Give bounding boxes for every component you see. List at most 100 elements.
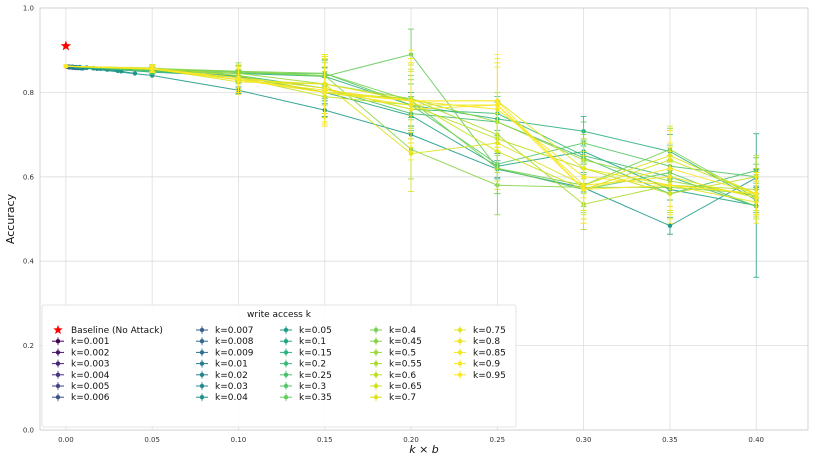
- legend-marker-icon: [373, 395, 379, 400]
- legend-label: k=0.9: [473, 360, 500, 370]
- legend-label: k=0.25: [299, 371, 332, 381]
- data-point: [581, 187, 586, 192]
- legend-label: k=0.007: [215, 326, 254, 336]
- legend-title: write access k: [247, 310, 312, 320]
- legend-entry: k=0.02: [196, 370, 248, 381]
- legend-entry: k=0.8: [454, 337, 500, 347]
- legend-marker-icon: [55, 395, 61, 400]
- legend-marker-icon: [55, 350, 61, 355]
- legend-entry: k=0.01: [196, 359, 248, 370]
- legend-entry: k=0.35: [280, 393, 332, 403]
- legend-entry: k=0.65: [370, 382, 422, 392]
- legend-entry: k=0.75: [454, 326, 506, 336]
- legend-label: k=0.003: [71, 360, 110, 370]
- legend-marker-icon: [283, 372, 289, 377]
- data-point: [667, 223, 673, 228]
- y-axis-title: Accuracy: [4, 193, 17, 244]
- legend-label: k=0.02: [215, 371, 248, 381]
- legend-marker-icon: [283, 395, 289, 400]
- legend-marker-icon: [55, 339, 61, 344]
- x-tick-label: 0.15: [317, 436, 333, 444]
- legend-marker-icon: [283, 383, 289, 389]
- legend-marker-icon: [283, 339, 289, 344]
- legend-entry: Baseline (No Attack): [53, 325, 163, 336]
- x-tick-label: 0.00: [58, 436, 74, 444]
- x-tick-label: 0.30: [576, 436, 592, 444]
- legend-label: k=0.35: [299, 393, 332, 403]
- data-point: [754, 191, 759, 196]
- legend-entry: k=0.9: [454, 359, 500, 370]
- y-tick-label: 0.6: [23, 173, 35, 181]
- legend-label: k=0.01: [215, 360, 248, 370]
- legend-entry: k=0.25: [280, 370, 332, 381]
- y-tick-label: 0.8: [23, 89, 34, 97]
- legend-marker-icon: [199, 350, 205, 355]
- legend-entry: k=0.05: [280, 326, 332, 336]
- legend-entry: k=0.55: [370, 359, 422, 370]
- series-k-0.95: [63, 49, 760, 224]
- legend-marker-icon: [373, 361, 379, 366]
- y-tick-label: 1.0: [23, 5, 34, 13]
- legend-entry: k=0.001: [52, 337, 110, 347]
- legend-entry: k=0.45: [370, 337, 422, 347]
- y-tick-label: 0.0: [23, 427, 34, 435]
- legend-label: k=0.7: [389, 393, 416, 403]
- legend-entry: k=0.004: [52, 370, 110, 381]
- legend-label: k=0.15: [299, 348, 332, 358]
- legend-marker-icon: [199, 395, 205, 400]
- legend-marker-icon: [199, 327, 205, 333]
- legend-marker-icon: [199, 339, 205, 344]
- legend-label: k=0.03: [215, 382, 248, 392]
- legend-label: k=0.1: [299, 337, 326, 347]
- legend-label: k=0.009: [215, 348, 254, 358]
- legend-label: k=0.002: [71, 348, 110, 358]
- legend-marker-icon: [283, 327, 289, 333]
- legend-label: k=0.05: [299, 326, 332, 336]
- y-tick-label: 0.2: [23, 342, 34, 350]
- data-point: [236, 77, 241, 82]
- legend-marker-icon: [457, 372, 463, 377]
- legend-entry: k=0.7: [370, 393, 416, 403]
- legend-label: k=0.95: [473, 371, 506, 381]
- plot-frame: [39, 7, 809, 431]
- legend-label: k=0.008: [215, 337, 254, 347]
- legend-marker-icon: [199, 372, 205, 377]
- legend-label: k=0.001: [71, 337, 110, 347]
- x-tick-label: 0.20: [403, 436, 419, 444]
- legend-entry: k=0.15: [280, 348, 332, 358]
- legend-marker-icon: [199, 383, 205, 389]
- legend-label: Baseline (No Attack): [71, 326, 163, 336]
- legend-entry: k=0.03: [196, 382, 248, 392]
- legend-marker-icon: [373, 339, 379, 344]
- legend-entry: k=0.3: [280, 382, 326, 392]
- legend-label: k=0.75: [473, 326, 506, 336]
- legend-marker-icon: [283, 361, 289, 366]
- legend-marker-icon: [457, 339, 463, 344]
- data-point: [63, 64, 69, 69]
- legend-label: k=0.8: [473, 337, 500, 347]
- legend-marker-icon: [373, 327, 379, 333]
- legend-label: k=0.65: [389, 382, 422, 392]
- legend-marker-icon: [457, 350, 463, 355]
- data-point: [408, 98, 414, 104]
- data-point: [667, 183, 673, 188]
- legend-marker-icon: [283, 350, 289, 355]
- baseline-star: [60, 40, 72, 51]
- legend-entry: k=0.009: [196, 348, 254, 358]
- legend-label: k=0.45: [389, 337, 422, 347]
- y-tick-label: 0.4: [23, 258, 35, 266]
- legend-entry: k=0.85: [454, 348, 506, 358]
- legend-entry: k=0.007: [196, 326, 254, 336]
- legend-label: k=0.2: [299, 360, 326, 370]
- x-tick-label: 0.40: [748, 436, 764, 444]
- legend-label: k=0.004: [71, 371, 110, 381]
- legend-label: k=0.3: [299, 382, 326, 392]
- legend-label: k=0.6: [389, 371, 416, 381]
- x-axis-title: k × b: [409, 443, 439, 456]
- legend-entry: k=0.04: [196, 393, 248, 403]
- legend-entry: k=0.95: [454, 370, 506, 381]
- data-point: [495, 98, 500, 104]
- legend-entry: k=0.6: [370, 370, 416, 381]
- legend-marker-icon: [199, 361, 205, 366]
